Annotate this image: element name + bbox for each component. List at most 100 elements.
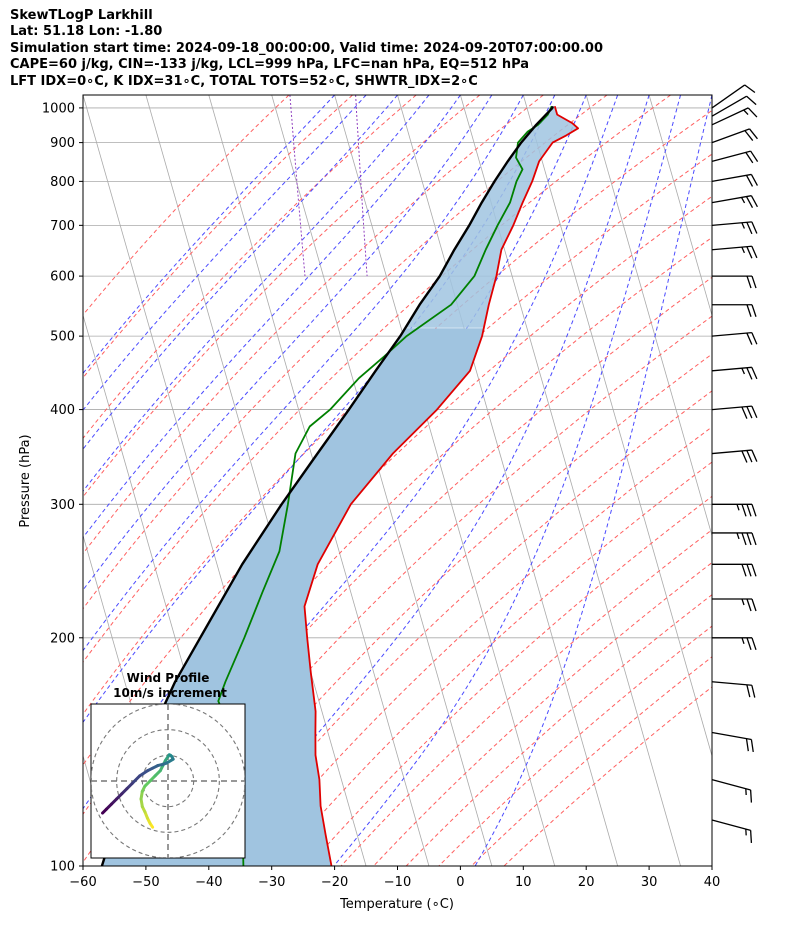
x-tick-label: −40 [195, 875, 222, 890]
temperature-profile [303, 106, 579, 866]
moist-adiabat [83, 95, 398, 450]
barb-staff [711, 95, 747, 117]
barb-half-flag [741, 367, 745, 375]
barb-flag [751, 532, 757, 546]
barb-flag [750, 195, 758, 208]
wind-barb [711, 95, 757, 117]
moist-adiabat [83, 95, 493, 591]
dry-adiabat [177, 353, 712, 866]
barb-flag [746, 564, 752, 577]
moist-adiabat [83, 95, 461, 539]
barb-half-flag [740, 197, 746, 204]
barb-flag [746, 275, 752, 289]
wind-barb [712, 563, 757, 577]
y-tick-label: 500 [50, 330, 75, 345]
barb-staff [711, 819, 751, 831]
barb-flag [741, 532, 747, 546]
barb-flag [746, 222, 753, 235]
barb-flag [750, 150, 759, 162]
barb-staff [711, 681, 752, 686]
barb-flag [741, 450, 748, 463]
wind-barbs [711, 84, 759, 844]
barb-flag [746, 450, 753, 463]
y-tick-label: 100 [50, 860, 75, 875]
dry-adiabat [83, 95, 671, 663]
isotherm-line [648, 95, 712, 317]
barb-flag [741, 406, 748, 419]
barb-flag [751, 564, 757, 577]
barb-flag [751, 685, 756, 698]
wind-barb [711, 778, 753, 803]
y-tick-label: 300 [50, 498, 75, 513]
mixing-ratio-line [289, 95, 306, 277]
isotherm-line [334, 95, 556, 866]
barb-staff [711, 245, 752, 251]
barb-flag [746, 367, 753, 380]
barb-half-flag [743, 109, 749, 116]
barb-flag [750, 739, 754, 753]
barb-flag [749, 789, 753, 803]
dry-adiabat [308, 495, 712, 866]
time-line: Simulation start time: 2024-09-18_00:00:… [10, 40, 603, 56]
x-axis-label: Temperature (∘C) [339, 897, 454, 912]
barb-flag [751, 367, 758, 380]
barb-flag [746, 637, 752, 650]
barb-flag [751, 332, 758, 345]
barb-staff [711, 449, 752, 455]
wind-barb [712, 503, 757, 517]
barb-flag [750, 174, 758, 186]
x-tick-label: −50 [132, 875, 159, 890]
hodograph-inset: Wind Profile 10m/s increment [90, 671, 246, 859]
barb-flag [744, 130, 754, 141]
dry-adiabat [242, 426, 712, 866]
dry-adiabat [405, 594, 712, 866]
barb-half-flag [736, 504, 740, 511]
hodograph-segment [130, 774, 142, 786]
dewpoint-profile [217, 105, 553, 866]
barb-flag [744, 84, 756, 94]
dry-adiabat [83, 95, 417, 440]
y-tick-label: 400 [50, 403, 75, 418]
barb-flag [745, 738, 749, 752]
wind-barb [711, 449, 758, 463]
wind-barb [712, 304, 757, 317]
barb-flag [746, 406, 753, 419]
x-tick-label: −60 [69, 875, 96, 890]
wind-barb [711, 107, 758, 126]
y-tick-label: 900 [50, 136, 75, 151]
barb-flag [746, 598, 752, 612]
x-tick-label: 10 [515, 875, 532, 890]
wind-barb [711, 195, 758, 208]
barb-staff [711, 731, 752, 741]
y-tick-label: 600 [50, 270, 75, 285]
wind-barb [711, 819, 753, 844]
barb-staff [711, 221, 752, 226]
hodograph-subtitle: 10m/s increment [113, 686, 227, 700]
wind-barb [711, 731, 754, 753]
barb-staff [711, 331, 752, 337]
chart-title: SkewTLogP Larkhill [10, 8, 153, 23]
y-tick-label: 700 [50, 219, 75, 234]
dry-adiabat [112, 276, 712, 866]
dry-adiabat [373, 561, 712, 866]
barb-half-flag [741, 246, 745, 254]
x-tick-label: −20 [321, 875, 348, 890]
moist-adiabat [333, 95, 681, 866]
barb-flag [751, 598, 757, 612]
x-tick-label: 40 [704, 875, 721, 890]
isotherm-line [271, 95, 493, 866]
barb-flag [751, 221, 758, 234]
barb-flag [746, 504, 752, 517]
wind-barb [711, 366, 758, 380]
x-tick-label: −10 [384, 875, 411, 890]
barb-flag [745, 174, 754, 187]
mixing-ratio-lines [289, 95, 368, 277]
isotherm-line [585, 95, 712, 538]
barb-flag [741, 504, 747, 517]
barb-flag [746, 95, 757, 106]
wind-barb [711, 84, 756, 109]
barb-flag [746, 684, 751, 698]
hodograph-segment [138, 769, 149, 778]
wind-barb [711, 150, 759, 164]
